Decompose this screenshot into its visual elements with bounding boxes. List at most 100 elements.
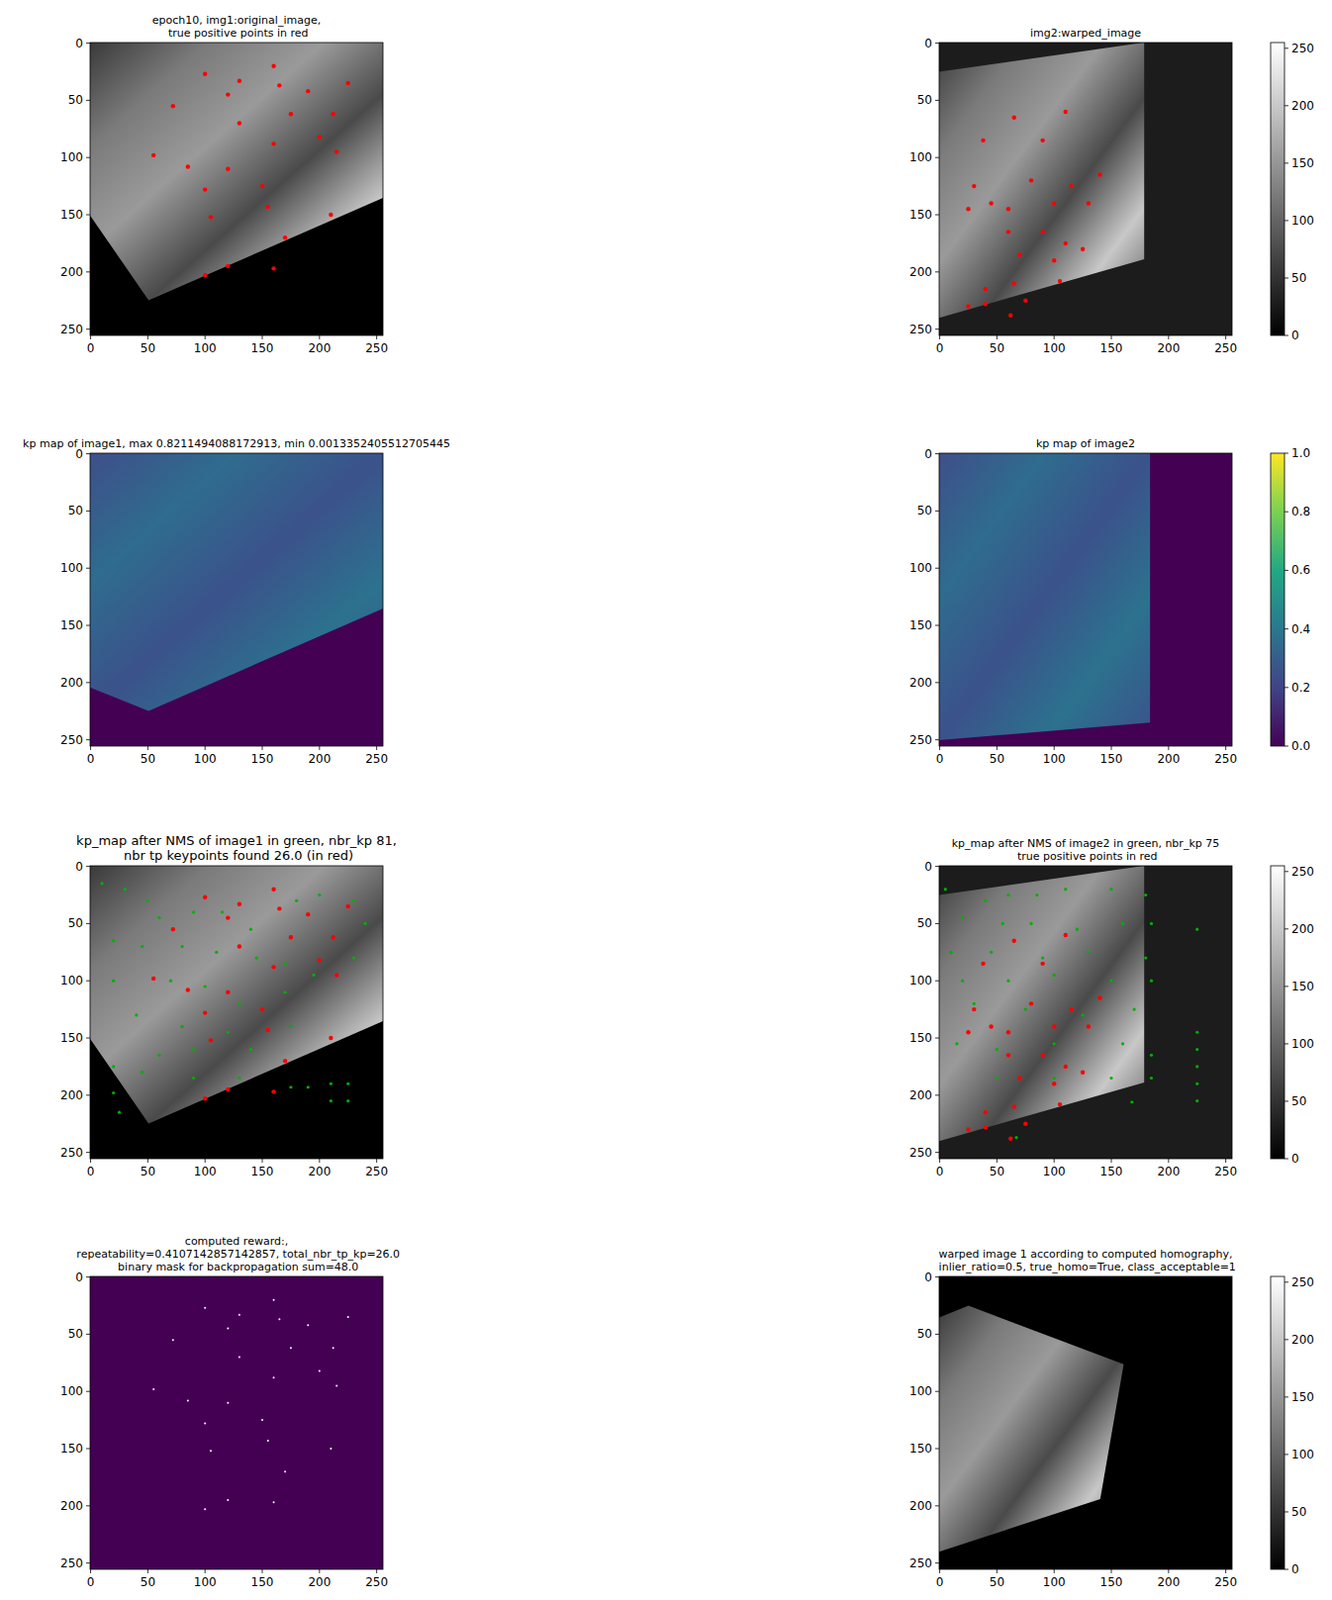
keypoint xyxy=(332,1346,335,1349)
y-tick-label: 200 xyxy=(909,1088,933,1103)
keypoint xyxy=(273,1299,276,1302)
keypoint xyxy=(971,1007,976,1012)
keypoint xyxy=(1040,229,1045,234)
keypoint xyxy=(1063,1064,1068,1069)
colorbar-tick-label: 50 xyxy=(1291,271,1307,286)
keypoint xyxy=(237,944,242,949)
keypoint xyxy=(331,111,336,116)
colorbar-tick xyxy=(1284,1569,1289,1571)
colorbar-tick xyxy=(1284,1511,1289,1513)
keypoint xyxy=(226,1499,229,1502)
colorbar-tick xyxy=(1284,104,1289,106)
x-tick xyxy=(1167,1569,1169,1574)
keypoint xyxy=(944,887,948,891)
keypoint xyxy=(289,1346,292,1349)
keypoint xyxy=(171,103,176,108)
y-tick-label: 50 xyxy=(68,93,84,107)
panel: warped image 1 according to computed hom… xyxy=(909,1247,1315,1590)
keypoint xyxy=(203,1508,206,1511)
keypoint xyxy=(220,910,224,914)
x-tick xyxy=(1167,1158,1169,1163)
colorbar xyxy=(1270,42,1285,336)
y-tick xyxy=(86,1448,91,1450)
keypoint xyxy=(260,1007,265,1012)
keypoint xyxy=(209,1449,212,1452)
plot-area xyxy=(90,1276,383,1570)
colorbar-tick xyxy=(1284,570,1289,571)
x-tick xyxy=(1167,335,1169,340)
keypoint xyxy=(186,987,191,992)
y-tick xyxy=(935,1151,940,1153)
panel: epoch10, img1:original_image, true posit… xyxy=(60,13,388,356)
keypoint xyxy=(152,1388,155,1391)
colorbar-tick-label: 0.0 xyxy=(1291,739,1311,754)
image-content xyxy=(939,865,1144,1142)
keypoint xyxy=(191,910,195,914)
keypoint xyxy=(1024,1008,1028,1012)
y-tick-label: 0 xyxy=(924,447,933,462)
colorbar-tick xyxy=(1284,162,1289,164)
keypoint xyxy=(1029,178,1034,183)
x-tick xyxy=(1053,1158,1055,1163)
colorbar-tick xyxy=(1284,1453,1289,1455)
colorbar-tick-label: 50 xyxy=(1291,1094,1307,1109)
keypoint xyxy=(283,235,287,240)
x-tick xyxy=(939,335,941,340)
keypoint xyxy=(271,64,276,69)
x-tick-label: 0 xyxy=(936,1575,945,1590)
x-tick xyxy=(996,746,998,751)
y-tick xyxy=(935,1038,940,1040)
keypoint xyxy=(191,1076,195,1080)
keypoint xyxy=(1057,279,1062,284)
keypoint xyxy=(1121,922,1125,926)
x-tick-label: 150 xyxy=(251,1575,275,1590)
keypoint xyxy=(1040,1052,1045,1057)
keypoint xyxy=(271,266,276,271)
keypoint xyxy=(1195,1031,1199,1035)
y-tick xyxy=(935,681,940,683)
keypoint xyxy=(260,184,265,189)
y-tick xyxy=(935,739,940,741)
x-tick-label: 150 xyxy=(1100,752,1124,766)
keypoint xyxy=(111,1064,115,1068)
keypoint xyxy=(271,1089,276,1094)
keypoint xyxy=(225,990,230,995)
keypoint xyxy=(237,120,242,125)
x-tick-label: 100 xyxy=(193,1164,217,1179)
keypoint xyxy=(1012,281,1017,286)
keypoint xyxy=(278,1318,281,1321)
image-content xyxy=(90,453,383,711)
plot-area xyxy=(90,865,383,1159)
keypoint xyxy=(983,1125,988,1130)
plot-area xyxy=(939,865,1233,1159)
y-tick-label: 100 xyxy=(909,150,933,165)
keypoint xyxy=(1109,887,1113,891)
keypoint xyxy=(1035,893,1039,897)
keypoint xyxy=(331,935,336,940)
x-tick xyxy=(1225,1158,1227,1163)
image-background xyxy=(939,865,1233,1159)
x-tick xyxy=(376,335,378,340)
keypoint xyxy=(284,1470,286,1473)
keypoint xyxy=(238,1356,241,1359)
keypoint xyxy=(191,1047,195,1051)
keypoint xyxy=(329,1082,333,1086)
colorbar-tick-label: 200 xyxy=(1291,922,1315,937)
y-tick xyxy=(935,453,940,455)
keypoint xyxy=(1006,979,1010,983)
keypoint xyxy=(267,1439,270,1442)
keypoint xyxy=(1029,922,1033,926)
y-tick xyxy=(935,1448,940,1450)
y-tick xyxy=(86,980,91,982)
colorbar-tick-label: 150 xyxy=(1291,1390,1315,1405)
y-tick-label: 250 xyxy=(909,322,933,337)
x-tick-label: 250 xyxy=(365,752,388,766)
x-tick xyxy=(1167,746,1169,751)
keypoint xyxy=(225,167,230,172)
x-tick-label: 250 xyxy=(1214,752,1237,766)
keypoint xyxy=(187,1399,190,1402)
keypoint xyxy=(169,979,173,983)
keypoint xyxy=(334,972,339,977)
keypoint xyxy=(123,887,127,891)
x-tick xyxy=(147,1569,149,1574)
